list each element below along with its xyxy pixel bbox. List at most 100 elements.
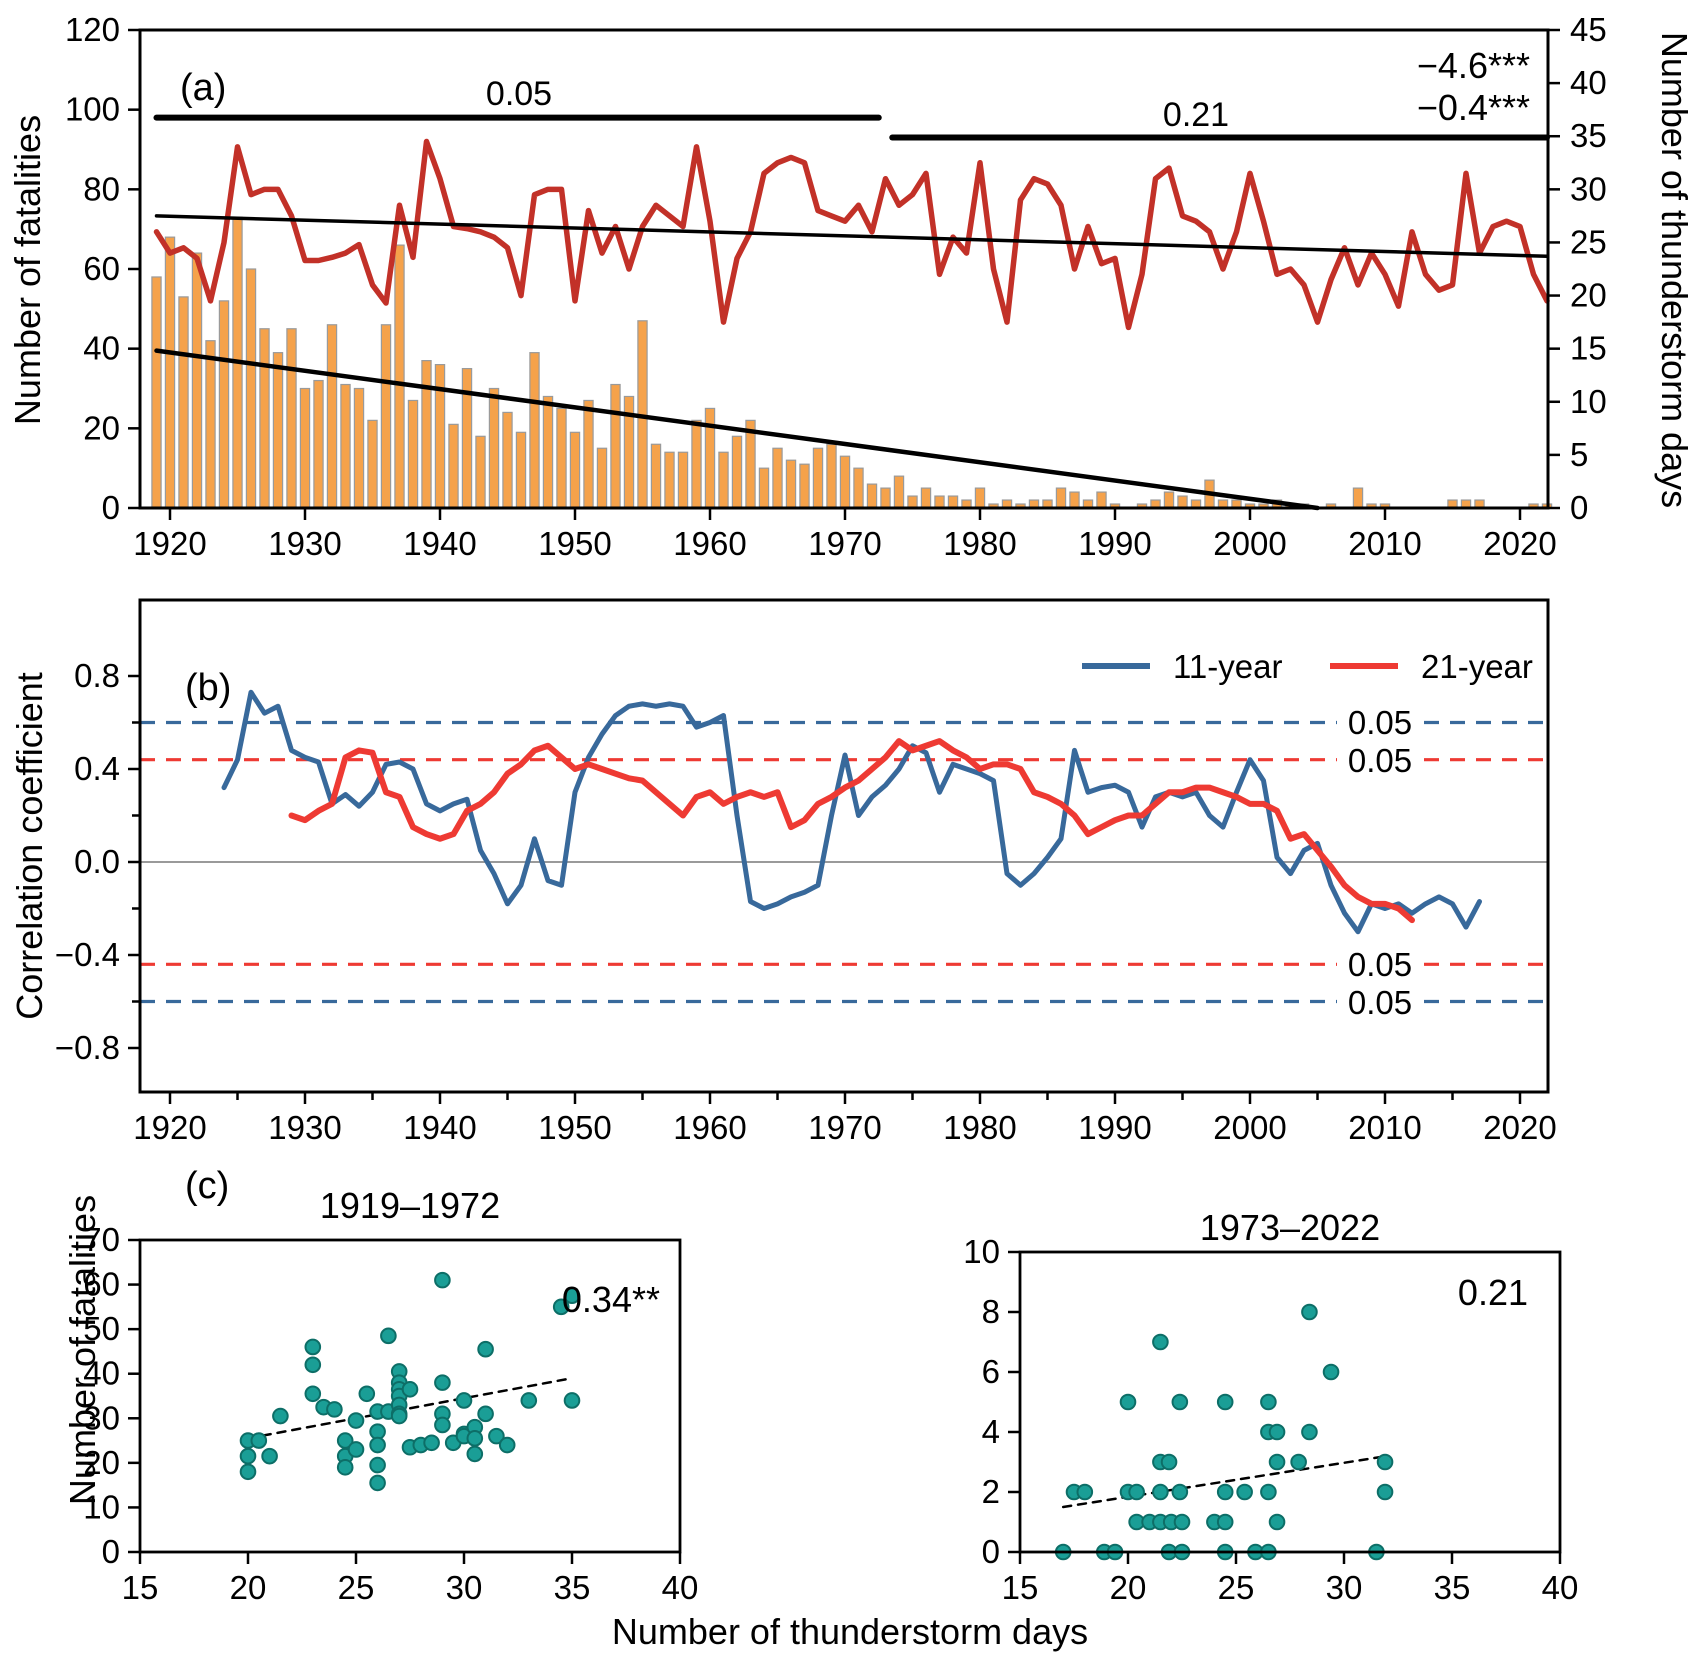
fatalities-bar: [407, 399, 419, 509]
correlation-lines: [140, 689, 1548, 1004]
b-x-tick-label: 1950: [538, 1109, 611, 1146]
fatalities-bar: [610, 383, 621, 509]
scatter-point: [336, 1432, 354, 1449]
scatter-left-title: 1919–1972: [320, 1185, 500, 1226]
scatter-point: [466, 1430, 484, 1447]
scatter-point: [434, 1271, 451, 1289]
fatalities-bar: [1163, 491, 1175, 509]
scatter-point: [455, 1392, 473, 1409]
c-y-tick-label: 10: [963, 1233, 1000, 1270]
fatalities-bar: [286, 328, 297, 509]
scatter-point: [369, 1474, 386, 1492]
scatter-1919-1972: [138, 1238, 682, 1554]
scatter-point: [326, 1401, 343, 1418]
scatter-right-annotation: 0.21: [1458, 1272, 1528, 1313]
right-y-tick-label: 25: [1570, 223, 1607, 260]
x-tick-label: 1980: [943, 525, 1016, 562]
fatalities-bar: [758, 467, 770, 509]
fatalities-bar: [664, 451, 675, 509]
scatter-point: [1260, 1483, 1277, 1501]
scatter-point: [466, 1445, 484, 1463]
fatalities-bar: [353, 387, 365, 509]
left-y-tick-label: 20: [83, 409, 120, 446]
fatalities-bar: [691, 419, 702, 509]
scatter-point: [261, 1447, 278, 1465]
c-y-tick-label: 2: [982, 1473, 1000, 1510]
x-tick-label: 1920: [133, 525, 206, 562]
fatalities-bar: [785, 459, 797, 509]
b-y-tick-label: 0.8: [74, 657, 120, 694]
c-x-tick-label: 30: [446, 1569, 483, 1606]
c-y-tick-label: 8: [982, 1293, 1000, 1330]
scatter-point: [1171, 1393, 1189, 1411]
c-x-tick-label: 30: [1326, 1569, 1363, 1606]
scatter-point: [1301, 1423, 1318, 1441]
fatalities-bar: [556, 407, 567, 509]
right-y-tick-label: 15: [1570, 330, 1607, 367]
b-y-tick-label: −0.8: [55, 1029, 120, 1066]
c-x-tick-label: 35: [554, 1569, 591, 1606]
legend: 11-year 21-year: [1082, 648, 1533, 685]
fatalities-bar: [313, 379, 324, 509]
fatalities-bar: [799, 463, 810, 509]
scatter-point: [380, 1327, 397, 1345]
scatter-trend-line: [1061, 1454, 1389, 1509]
scatter-frame: [1018, 1250, 1562, 1554]
x-tick-label: 1950: [538, 525, 611, 562]
panel-c-x-axis-title: Number of thunderstorm days: [612, 1611, 1088, 1652]
b-x-tick-label: 1970: [808, 1109, 881, 1146]
x-tick-label: 2010: [1348, 525, 1421, 562]
scatter-point: [1376, 1483, 1394, 1501]
panel-c-y-axis-title: Number of fatalities: [62, 1195, 103, 1505]
scatter-point: [347, 1441, 365, 1458]
panel-a-left-axis-title: Number of fatalities: [7, 115, 48, 425]
fatalities-trend-line: [154, 348, 1320, 511]
fatalities-bar: [245, 268, 257, 509]
fatalities-bar: [677, 451, 689, 509]
x-tick-label: 1940: [403, 525, 476, 562]
scatter-point: [347, 1412, 365, 1429]
right-y-tick-label: 45: [1570, 11, 1607, 48]
fatalities-bar: [394, 244, 405, 509]
fatalities-bar: [218, 300, 230, 509]
scatter-point: [369, 1436, 386, 1454]
scatter-point: [1216, 1513, 1234, 1531]
c-x-tick-label: 25: [1218, 1569, 1255, 1606]
panel-a-right-axis-title: Number of thunderstorm days: [1654, 32, 1695, 508]
fatalities-bar: [812, 447, 824, 509]
scatter-point: [563, 1287, 581, 1305]
scatter-point: [304, 1356, 322, 1374]
legend-21-year-label: 21-year: [1421, 648, 1533, 685]
fatalities-bar: [826, 443, 837, 509]
panel-b-axes: 0.8 0.4 0.0 −0.4 −0.8 1920 1930 1940 1950 1960 197…: [55, 598, 1557, 1146]
scatter-point: [1173, 1513, 1191, 1531]
scatter-point: [1322, 1363, 1340, 1381]
scatter-point: [1268, 1423, 1286, 1441]
b-x-tick-label: 1960: [673, 1109, 746, 1146]
fatalities-bar: [920, 487, 932, 509]
c-y-tick-label: 6: [982, 1353, 1000, 1390]
scatter-point: [520, 1392, 538, 1409]
correlation-line-11-year: [221, 689, 1482, 935]
fatalities-bar: [259, 328, 270, 509]
c-y-tick-label: 4: [982, 1413, 1000, 1450]
scatter-point: [1376, 1453, 1394, 1471]
scatter-point: [563, 1392, 581, 1409]
fatalities-bar: [947, 495, 959, 509]
b-x-tick-label: 2000: [1213, 1109, 1286, 1146]
b-x-tick-label: 2010: [1348, 1109, 1421, 1146]
fatalities-bar: [583, 399, 594, 509]
scatter-point: [1260, 1393, 1277, 1411]
c-y-tick-label: 0: [102, 1533, 120, 1570]
scatter-point: [1216, 1483, 1234, 1501]
fatalities-bar: [340, 383, 351, 509]
c-x-tick-label: 20: [1110, 1569, 1147, 1606]
fatalities-bar: [974, 487, 986, 509]
panel-a-axes: 0 20 40 60 80 100 120 0 5 10 15 20 25 30 35 40 45 1920 193…: [65, 11, 1607, 562]
left-y-tick-label: 100: [65, 91, 120, 128]
panel-c-letter: (c): [185, 1165, 229, 1207]
fatalities-bar: [380, 324, 392, 509]
